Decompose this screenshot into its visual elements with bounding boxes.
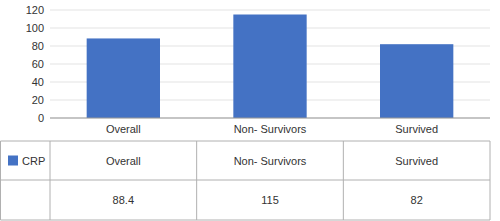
x-axis-line: [50, 118, 490, 119]
y-tick-label: 60: [32, 58, 44, 70]
data-label: 82: [411, 194, 423, 206]
table-category: Survived: [395, 155, 438, 167]
chart-container: 0 20 40 60 80 100 120 Overall Non- Survivors Surv…: [0, 0, 500, 221]
table-line: [1, 180, 491, 181]
y-tick-label: 100: [26, 22, 44, 34]
chart: 0 20 40 60 80 100 120 Overall Non- Survivors Surv…: [0, 0, 500, 221]
bar: [380, 44, 453, 118]
table-line: [343, 141, 344, 220]
table-line: [0, 141, 1, 220]
data-label: 115: [261, 194, 279, 206]
table-line: [1, 141, 491, 142]
table-category: Overall: [106, 155, 141, 167]
table-category: Non- Survivors: [234, 155, 307, 167]
legend-swatch: [8, 156, 18, 166]
grid: [50, 10, 490, 118]
data-table: CRP 88.4 115 82 Overall Non- Survivors Survive…: [1, 141, 491, 220]
y-tick-label: 20: [32, 94, 44, 106]
table-line: [50, 141, 51, 220]
grid-line: [50, 10, 490, 11]
y-tick-label: 0: [38, 112, 44, 124]
table-line: [1, 220, 491, 221]
x-tick-label: Non- Survivors: [234, 123, 307, 135]
legend-label: CRP: [22, 155, 45, 167]
bar: [87, 38, 160, 118]
y-tick-label: 40: [32, 76, 44, 88]
table-line: [490, 141, 491, 220]
x-tick-label: Survived: [395, 123, 438, 135]
bar: [233, 15, 306, 119]
data-label: 88.4: [113, 194, 134, 206]
x-tick-label: Overall: [106, 123, 141, 135]
y-tick-label: 120: [26, 4, 44, 16]
table-line: [196, 141, 197, 220]
bars: [87, 15, 454, 119]
y-tick-label: 80: [32, 40, 44, 52]
grid-line: [50, 118, 490, 119]
